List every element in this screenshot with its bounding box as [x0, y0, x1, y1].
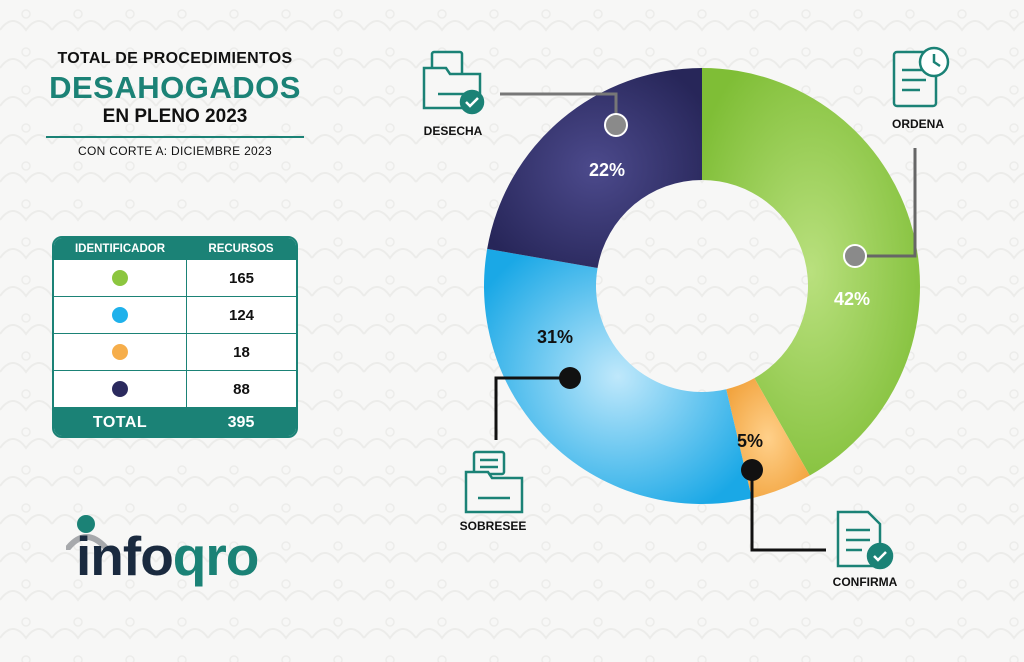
category-label-confirma: CONFIRMA: [833, 575, 898, 589]
row-value: 124: [228, 306, 255, 324]
connector-dot-ordena: [843, 244, 867, 268]
total-value: 395: [227, 414, 255, 431]
donut-slice-desecha: [487, 68, 702, 268]
table-header: IDENTIFICADOR RECURSOS: [54, 238, 296, 260]
category-label-ordena: ORDENA: [892, 117, 944, 131]
logo-text-qro: qro: [172, 525, 260, 587]
title-divider: [46, 136, 304, 138]
cutoff-date: CON CORTE A: DICIEMBRE 2023: [78, 144, 272, 158]
row-value: 165: [228, 269, 255, 287]
connector-dot-sobresee: [559, 367, 581, 389]
logo-text-info: info: [76, 525, 174, 587]
connector-sobresee: [494, 376, 570, 440]
pct-label-ordena: 42%: [834, 289, 870, 309]
connector-dot-confirma: [741, 459, 763, 481]
header-resources: RECURSOS: [208, 243, 274, 255]
ordena-clipboard-clock-icon: [892, 46, 950, 108]
table-row: 18: [54, 334, 296, 371]
summary-table: IDENTIFICADOR RECURSOS 165 124 18 88 TOT…: [52, 236, 298, 438]
color-dot-blue: [112, 307, 128, 323]
table-row: 165: [54, 260, 296, 297]
desecha-folder-check-icon: [422, 50, 485, 115]
table-total-row: TOTAL 395: [54, 408, 296, 436]
total-label: TOTAL: [92, 414, 148, 431]
confirma-document-check-icon: [836, 510, 894, 570]
title-block: TOTAL DE PROCEDIMIENTOS DESAHOGADOS EN P…: [40, 50, 310, 158]
color-dot-navy: [112, 381, 128, 397]
pct-label-desecha: 22%: [589, 160, 625, 180]
pct-label-confirma: 5%: [737, 431, 763, 451]
category-label-desecha: DESECHA: [424, 124, 483, 138]
row-value: 18: [233, 343, 250, 361]
logo-person-icon: [66, 515, 109, 550]
connector-confirma: [750, 470, 826, 552]
donut-slice-sobresee: [484, 248, 752, 504]
title-line-3: EN PLENO 2023: [102, 106, 248, 127]
title-line-1: TOTAL DE PROCEDIMIENTOS: [57, 50, 293, 67]
color-dot-green: [112, 270, 128, 286]
title-line-2: DESAHOGADOS: [49, 70, 301, 105]
category-label-sobresee: SOBRESEE: [460, 519, 527, 533]
table-row: 88: [54, 371, 296, 408]
sobresee-folder-icon: [464, 450, 524, 514]
color-dot-orange: [112, 344, 128, 360]
connector-ordena: [855, 148, 917, 258]
table-row: 124: [54, 297, 296, 334]
pct-label-sobresee: 31%: [537, 327, 573, 347]
row-value: 88: [233, 380, 250, 398]
connector-dot-desecha: [604, 113, 628, 137]
infoqro-logo: infoqro: [64, 508, 294, 588]
donut-slice-ordena: [702, 68, 920, 476]
header-identifier: IDENTIFICADOR: [74, 243, 166, 255]
donut-slices: [484, 68, 920, 504]
